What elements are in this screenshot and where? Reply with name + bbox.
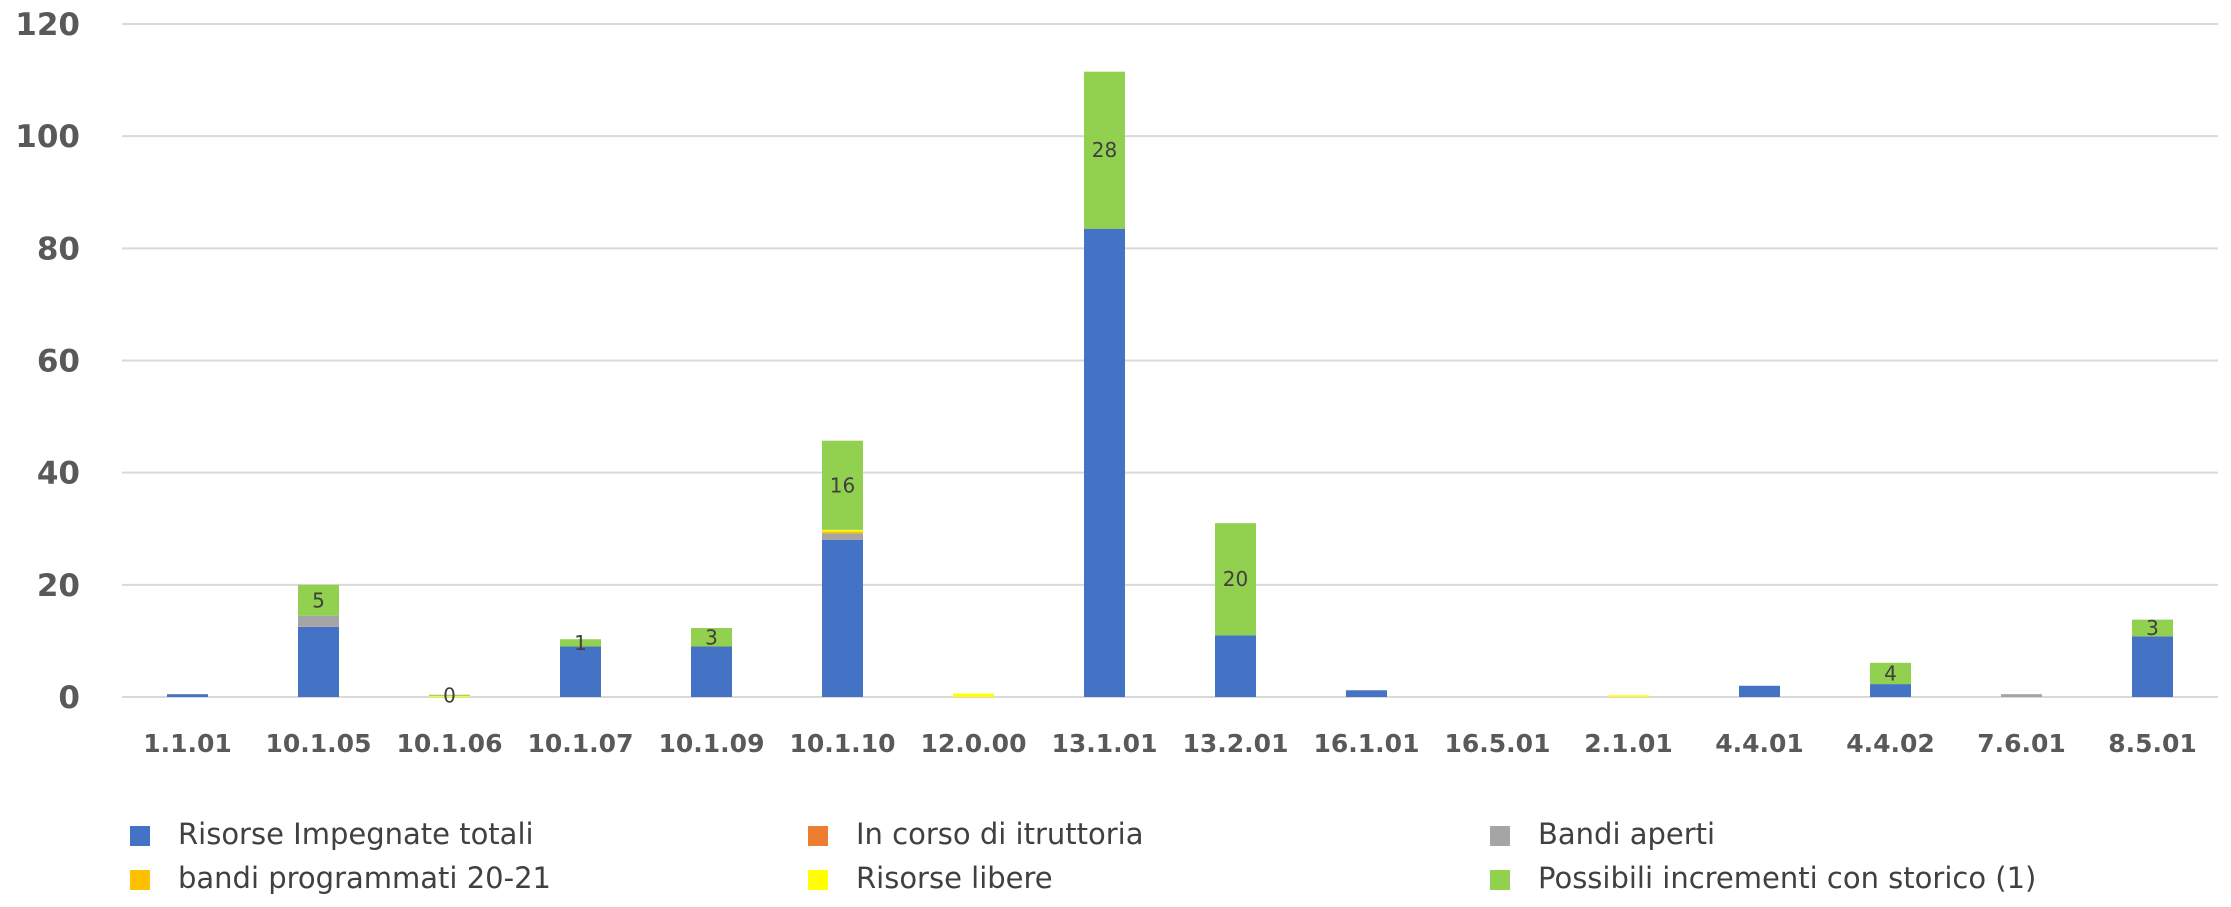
legend-swatch: [130, 826, 150, 846]
x-tick-label: 16.5.01: [1445, 729, 1551, 758]
bar-segment: [691, 646, 732, 697]
bar-segment: [2001, 694, 2042, 697]
legend-swatch: [1490, 870, 1510, 890]
data-label: 3: [2146, 616, 2159, 640]
bar-segment: [822, 440, 863, 530]
y-tick-label: 120: [15, 7, 80, 43]
legend-label: Bandi aperti: [1538, 817, 1715, 851]
bar-segment: [560, 639, 601, 647]
y-tick-label: 0: [58, 680, 80, 716]
x-tick-label: 10.1.05: [266, 729, 372, 758]
legend-label: In corso di itruttoria: [856, 817, 1143, 851]
y-tick-label: 80: [37, 231, 80, 267]
bar-segment: [298, 584, 339, 616]
gridlines: [122, 23, 2218, 698]
bar-segment: [1346, 690, 1387, 697]
legend-swatch: [808, 826, 828, 846]
bar-segment: [1739, 685, 1780, 697]
legend-item: Possibili incrementi con storico (1): [1490, 861, 2036, 895]
data-label: 28: [1092, 138, 1117, 162]
bar-segment: [822, 531, 863, 534]
data-label: 1: [574, 631, 587, 655]
data-label: 5: [312, 588, 325, 612]
bar-segment: [822, 533, 863, 540]
legend-label: Risorse Impegnate totali: [178, 817, 534, 851]
bar-segment: [2132, 636, 2173, 697]
x-axis-ticks: 1.1.01 10.1.05 10.1.06 10.1.07 10.1.09 10.1.1…: [143, 729, 2197, 758]
bar-segment: [167, 694, 208, 697]
data-label: 0: [443, 683, 456, 707]
bar-segment: [1084, 228, 1125, 697]
legend-item: Bandi aperti: [1490, 817, 1715, 851]
bar-segment: [429, 695, 470, 697]
x-tick-label: 7.6.01: [1977, 729, 2066, 758]
bar-segment: [2132, 619, 2173, 637]
bar-segment: [1870, 684, 1911, 697]
legend-item: In corso di itruttoria: [808, 817, 1143, 851]
x-tick-label: 2.1.01: [1584, 729, 1673, 758]
x-tick-label: 4.4.02: [1846, 729, 1935, 758]
bar-segment: [1215, 523, 1256, 636]
x-tick-label: 13.2.01: [1183, 729, 1289, 758]
bar-segment: [822, 539, 863, 697]
legend-label: Possibili incrementi con storico (1): [1538, 861, 2036, 895]
legend: Risorse Impegnate totali In corso di itru…: [130, 817, 2036, 895]
data-label: 16: [830, 473, 855, 497]
x-tick-label: 10.1.10: [790, 729, 896, 758]
bar-segment: [822, 529, 863, 532]
x-tick-label: 4.4.01: [1715, 729, 1804, 758]
y-tick-label: 60: [37, 344, 80, 380]
data-label: 4: [1884, 661, 1897, 685]
bar-segment: [560, 646, 601, 697]
x-tick-label: 13.1.01: [1052, 729, 1158, 758]
bar-segment: [1084, 71, 1125, 229]
bar-segment: [1608, 695, 1649, 697]
x-tick-label: 10.1.06: [397, 729, 503, 758]
bar-segment: [1215, 635, 1256, 697]
y-tick-label: 100: [15, 119, 80, 155]
data-label: 20: [1223, 567, 1248, 591]
legend-swatch: [1490, 826, 1510, 846]
x-tick-label: 8.5.01: [2108, 729, 2197, 758]
x-tick-label: 1.1.01: [143, 729, 232, 758]
bar-segment: [298, 615, 339, 627]
legend-item: bandi programmati 20-21: [130, 861, 551, 895]
legend-item: Risorse libere: [808, 861, 1053, 895]
legend-item: Risorse Impegnate totali: [130, 817, 534, 851]
data-labels: 5 0 1 3 16 28 20 4 3: [312, 138, 2159, 707]
y-tick-label: 40: [37, 456, 80, 492]
x-tick-label: 10.1.09: [659, 729, 765, 758]
bar-segment: [298, 626, 339, 697]
bar-segment: [953, 693, 994, 697]
x-tick-label: 12.0.00: [921, 729, 1027, 758]
legend-swatch: [130, 870, 150, 890]
data-label: 3: [705, 625, 718, 649]
bars: [167, 71, 2173, 697]
legend-label: Risorse libere: [856, 861, 1053, 895]
x-tick-label: 10.1.07: [528, 729, 634, 758]
legend-swatch: [808, 870, 828, 890]
bar-segment: [429, 694, 470, 696]
x-tick-label: 16.1.01: [1314, 729, 1420, 758]
bar-segment: [1870, 662, 1911, 685]
bar-segment: [691, 628, 732, 647]
y-axis-ticks: 0 20 40 60 80 100 120: [15, 7, 80, 716]
legend-label: bandi programmati 20-21: [178, 861, 551, 895]
y-tick-label: 20: [37, 568, 80, 604]
